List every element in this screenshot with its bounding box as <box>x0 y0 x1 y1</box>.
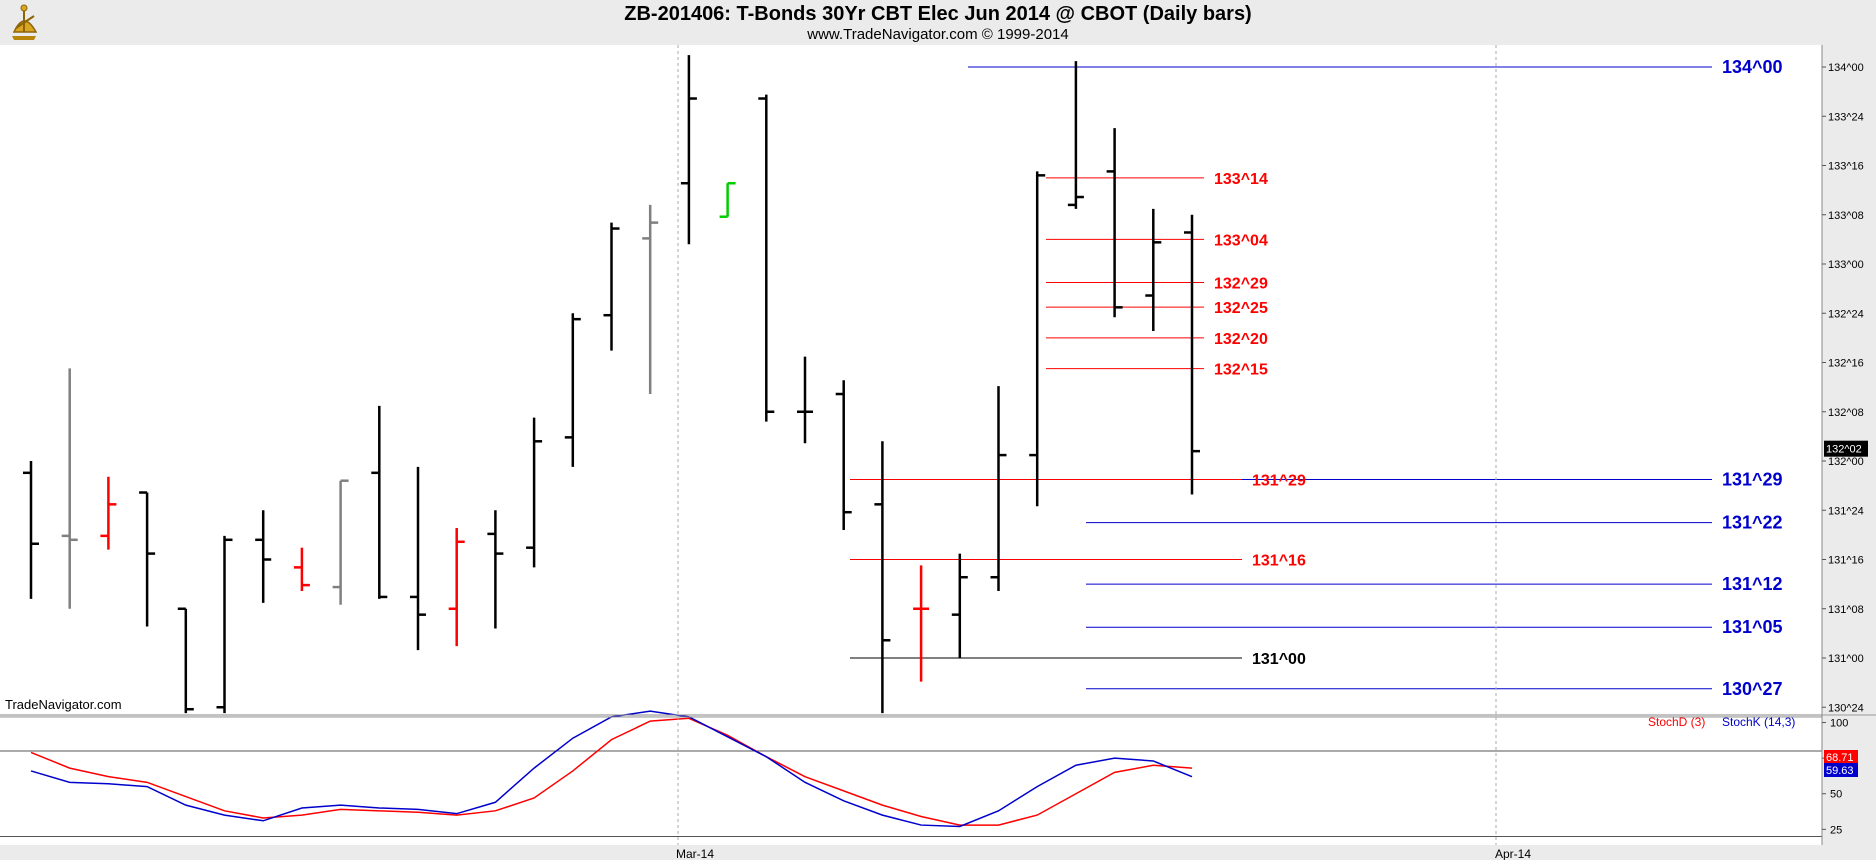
ohlc-bar <box>177 607 194 714</box>
ohlc-bar <box>719 181 736 218</box>
y-tick-label: 131^16 <box>1828 555 1864 567</box>
stoch-y-tick-label: 100 <box>1830 718 1848 730</box>
stochastic-panel[interactable]: StochD (3) StochK (14,3) <box>0 710 1822 845</box>
ohlc-bar <box>255 510 272 603</box>
y-tick-label: 133^16 <box>1828 161 1864 173</box>
level-label: 131^16 <box>1252 553 1306 570</box>
ohlc-bar <box>1106 128 1123 318</box>
level-label: 132^25 <box>1214 300 1268 317</box>
y-tick-label: 132^16 <box>1828 358 1864 370</box>
y-tick-label: 132^08 <box>1828 407 1864 419</box>
y-tick-label: 133^00 <box>1828 259 1864 271</box>
ohlc-bar <box>139 491 156 627</box>
level-label: 131^29 <box>1252 472 1306 489</box>
level-label: 131^29 <box>1722 469 1783 489</box>
price-panel[interactable]: 134^00 133^14 133^04 132^29 132^25 132^20 132^… <box>0 45 1822 714</box>
y-tick-label: 133^24 <box>1828 111 1864 123</box>
ohlc-bar <box>603 222 620 351</box>
ohlc-bar <box>835 380 852 530</box>
ohlc-bar <box>1184 214 1200 495</box>
y-tick-label: 130^24 <box>1828 702 1864 714</box>
ohlc-bar <box>758 94 775 422</box>
level-label: 131^12 <box>1722 574 1783 594</box>
price-panel-bg <box>0 45 1822 714</box>
ohlc-bar <box>487 510 504 629</box>
ohlc-bar <box>913 565 930 682</box>
ohlc-bar <box>23 461 39 599</box>
level-label: 131^00 <box>1252 651 1306 668</box>
sextant-logo-icon <box>12 4 38 40</box>
ohlc-bar <box>1029 171 1046 507</box>
level-label: 131^05 <box>1722 617 1783 637</box>
ohlc-bar <box>951 553 968 658</box>
ohlc-bar <box>216 535 233 714</box>
ohlc-bar <box>526 417 543 568</box>
watermark: TradeNavigator.com <box>5 697 122 712</box>
y-tick-label: 131^24 <box>1828 505 1864 517</box>
stoch-series-line <box>30 717 1193 826</box>
ohlc-bar <box>874 441 891 714</box>
ohlc-bar <box>100 476 117 550</box>
level-label: 132^20 <box>1214 331 1268 348</box>
stoch-y-tick-label: 50 <box>1830 789 1842 801</box>
y-tick-label: 132^00 <box>1828 456 1864 468</box>
last-price-box <box>1824 440 1868 457</box>
ohlc-bar <box>293 547 310 592</box>
y-tick-label: 134^00 <box>1828 62 1864 74</box>
level-label: 133^14 <box>1214 171 1268 188</box>
x-tick-label: Apr-14 <box>1495 847 1531 860</box>
level-label: 133^04 <box>1214 232 1268 249</box>
ohlc-bar <box>1145 208 1162 331</box>
stoch-panel-bg <box>0 717 1822 845</box>
ohlc-bar <box>990 386 1007 592</box>
stoch-last-value-box <box>1824 750 1858 764</box>
y-tick-label: 131^00 <box>1828 653 1864 665</box>
chart-header: ZB-201406: T-Bonds 30Yr CBT Elec Jun 201… <box>0 0 1876 45</box>
chart-title: ZB-201406: T-Bonds 30Yr CBT Elec Jun 201… <box>624 3 1252 25</box>
level-label: 132^29 <box>1214 275 1268 292</box>
stoch-last-value-label: 59.63 <box>1826 765 1854 777</box>
stoch-legend-entry: StochD (3) <box>1648 715 1705 729</box>
ohlc-bar <box>332 479 349 605</box>
stoch-last-value-label: 68.71 <box>1826 752 1854 764</box>
ohlc-bar <box>410 466 426 651</box>
ohlc-bar <box>642 204 659 395</box>
stoch-last-value-box <box>1824 763 1858 777</box>
y-tick-label: 132^24 <box>1828 308 1864 320</box>
ohlc-bar <box>564 313 581 467</box>
level-label: 131^22 <box>1722 513 1783 533</box>
ohlc-bar <box>680 55 697 245</box>
axes: Mar-14 Apr-14 134^00 133^24 133^16 133^08 133^… <box>0 45 1876 860</box>
ohlc-bar <box>61 368 78 609</box>
stoch-y-tick-label: 25 <box>1830 824 1842 836</box>
ohlc-bar <box>448 527 465 647</box>
ohlc-bar <box>797 356 813 444</box>
y-tick-label: 131^08 <box>1828 604 1864 616</box>
y-tick-label: 133^08 <box>1828 210 1864 222</box>
last-price-label: 132^02 <box>1826 444 1862 456</box>
ohlc-bar <box>1067 61 1084 209</box>
level-label: 132^15 <box>1214 362 1268 379</box>
chart-subtitle: www.TradeNavigator.com © 1999-2014 <box>807 26 1069 43</box>
level-label: 134^00 <box>1722 57 1783 77</box>
x-tick-label: Mar-14 <box>676 847 714 860</box>
level-label: 130^27 <box>1722 679 1783 699</box>
stoch-legend-entry: StochK (14,3) <box>1722 715 1795 729</box>
ohlc-bar <box>371 405 388 599</box>
